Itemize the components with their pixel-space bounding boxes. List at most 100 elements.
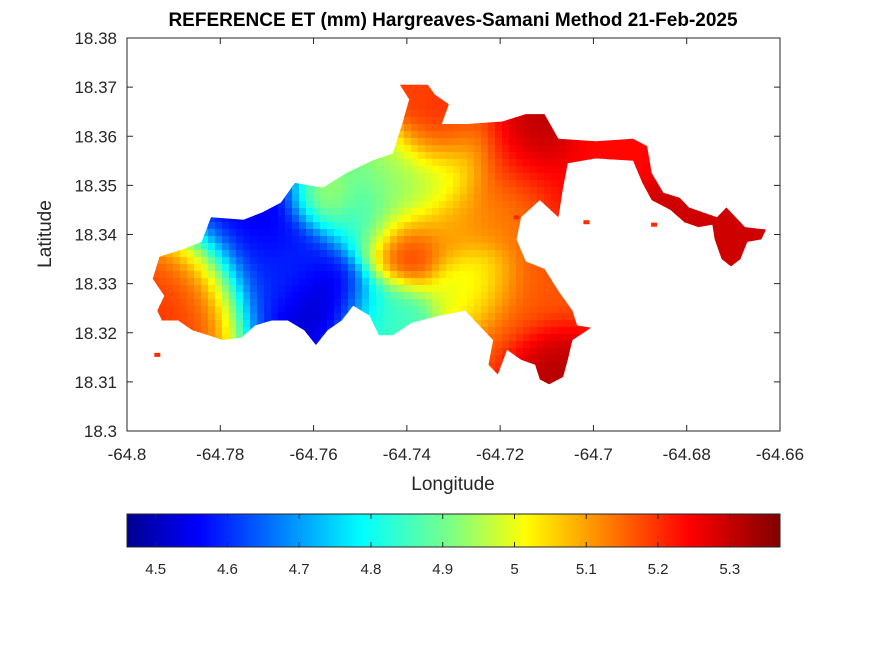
heat-cell (418, 96, 426, 104)
heat-cell (383, 187, 391, 195)
heat-cell (152, 278, 160, 286)
heat-cell (733, 250, 741, 258)
heat-cell (537, 145, 545, 153)
heat-cell (355, 215, 363, 223)
heat-cell (397, 278, 405, 286)
heat-cell (369, 194, 377, 202)
heat-cell (460, 222, 468, 230)
heat-cell (404, 152, 412, 160)
heat-cell (257, 257, 265, 265)
heat-cell (264, 306, 272, 314)
heat-cell (558, 173, 566, 181)
heat-cell (495, 166, 503, 174)
heat-cell (551, 320, 559, 328)
heat-cell (425, 180, 433, 188)
heat-cell (404, 257, 412, 265)
heat-cell (355, 222, 363, 230)
heat-cell (397, 201, 405, 209)
heat-cell (747, 229, 755, 237)
heat-cell (299, 215, 307, 223)
heat-cell (362, 250, 370, 258)
heat-cell (740, 236, 748, 244)
heat-cell (502, 229, 510, 237)
heat-cell (509, 194, 517, 202)
heat-cell (215, 250, 223, 258)
heat-cell (719, 243, 727, 251)
heat-cell (299, 201, 307, 209)
heat-cell (425, 285, 433, 293)
heat-cell (215, 243, 223, 251)
heat-cell (467, 124, 475, 132)
heat-cell (355, 292, 363, 300)
heat-cell (411, 124, 419, 132)
heat-cell (201, 327, 209, 335)
heat-cell (663, 201, 671, 209)
heat-cell (264, 208, 272, 216)
heat-cell (390, 222, 398, 230)
heat-cell (467, 299, 475, 307)
heat-cell (208, 229, 216, 237)
heat-cell (537, 159, 545, 167)
heat-cell (558, 320, 566, 328)
heat-cell (460, 306, 468, 314)
heat-cell (271, 313, 279, 321)
heat-cell (285, 313, 293, 321)
heat-cell (502, 138, 510, 146)
heat-cell (278, 257, 286, 265)
heat-cell (432, 264, 440, 272)
heat-cell (250, 222, 258, 230)
heat-cell (509, 187, 517, 195)
heat-cell (432, 222, 440, 230)
heat-cell (334, 201, 342, 209)
heat-cell (383, 201, 391, 209)
heat-cell (327, 187, 335, 195)
heat-cell (579, 138, 587, 146)
heat-cell (600, 138, 608, 146)
heat-cell (460, 229, 468, 237)
colorbar-tick-label: 4.9 (432, 561, 453, 578)
heat-cell (250, 285, 258, 293)
heat-cell (712, 215, 720, 223)
heat-cell (390, 194, 398, 202)
heat-cell (313, 194, 321, 202)
heat-cell (271, 271, 279, 279)
heat-cell (390, 208, 398, 216)
heat-cell (397, 236, 405, 244)
heat-cell (404, 201, 412, 209)
heat-cell (425, 257, 433, 265)
heat-cell (257, 215, 265, 223)
y-tick-label: 18.37 (74, 78, 117, 97)
heat-cell (159, 285, 167, 293)
heat-cell (488, 173, 496, 181)
heat-cell (642, 166, 650, 174)
heat-cell (320, 208, 328, 216)
heat-cell (481, 208, 489, 216)
heat-cell (229, 327, 237, 335)
heat-cell (341, 299, 349, 307)
heat-cell (341, 222, 349, 230)
heat-cell (397, 208, 405, 216)
heat-cell (313, 187, 321, 195)
heat-cell (299, 306, 307, 314)
heat-cell (229, 306, 237, 314)
heat-cell (509, 117, 517, 125)
heat-cell (530, 264, 538, 272)
heat-cell (418, 159, 426, 167)
heat-cell (180, 271, 188, 279)
heat-cell (467, 278, 475, 286)
heat-cell (523, 131, 531, 139)
heat-cell (264, 236, 272, 244)
y-tick-label: 18.38 (74, 29, 117, 48)
heat-cell (467, 208, 475, 216)
heat-cell (453, 131, 461, 139)
heat-cell (320, 229, 328, 237)
heat-cell (530, 131, 538, 139)
heat-cell (670, 201, 678, 209)
heat-cell (544, 369, 552, 377)
heat-cell (537, 271, 545, 279)
heat-cell (362, 278, 370, 286)
heat-cell (222, 250, 230, 258)
heat-cell (446, 229, 454, 237)
heat-cell (390, 243, 398, 251)
heat-cell (215, 278, 223, 286)
